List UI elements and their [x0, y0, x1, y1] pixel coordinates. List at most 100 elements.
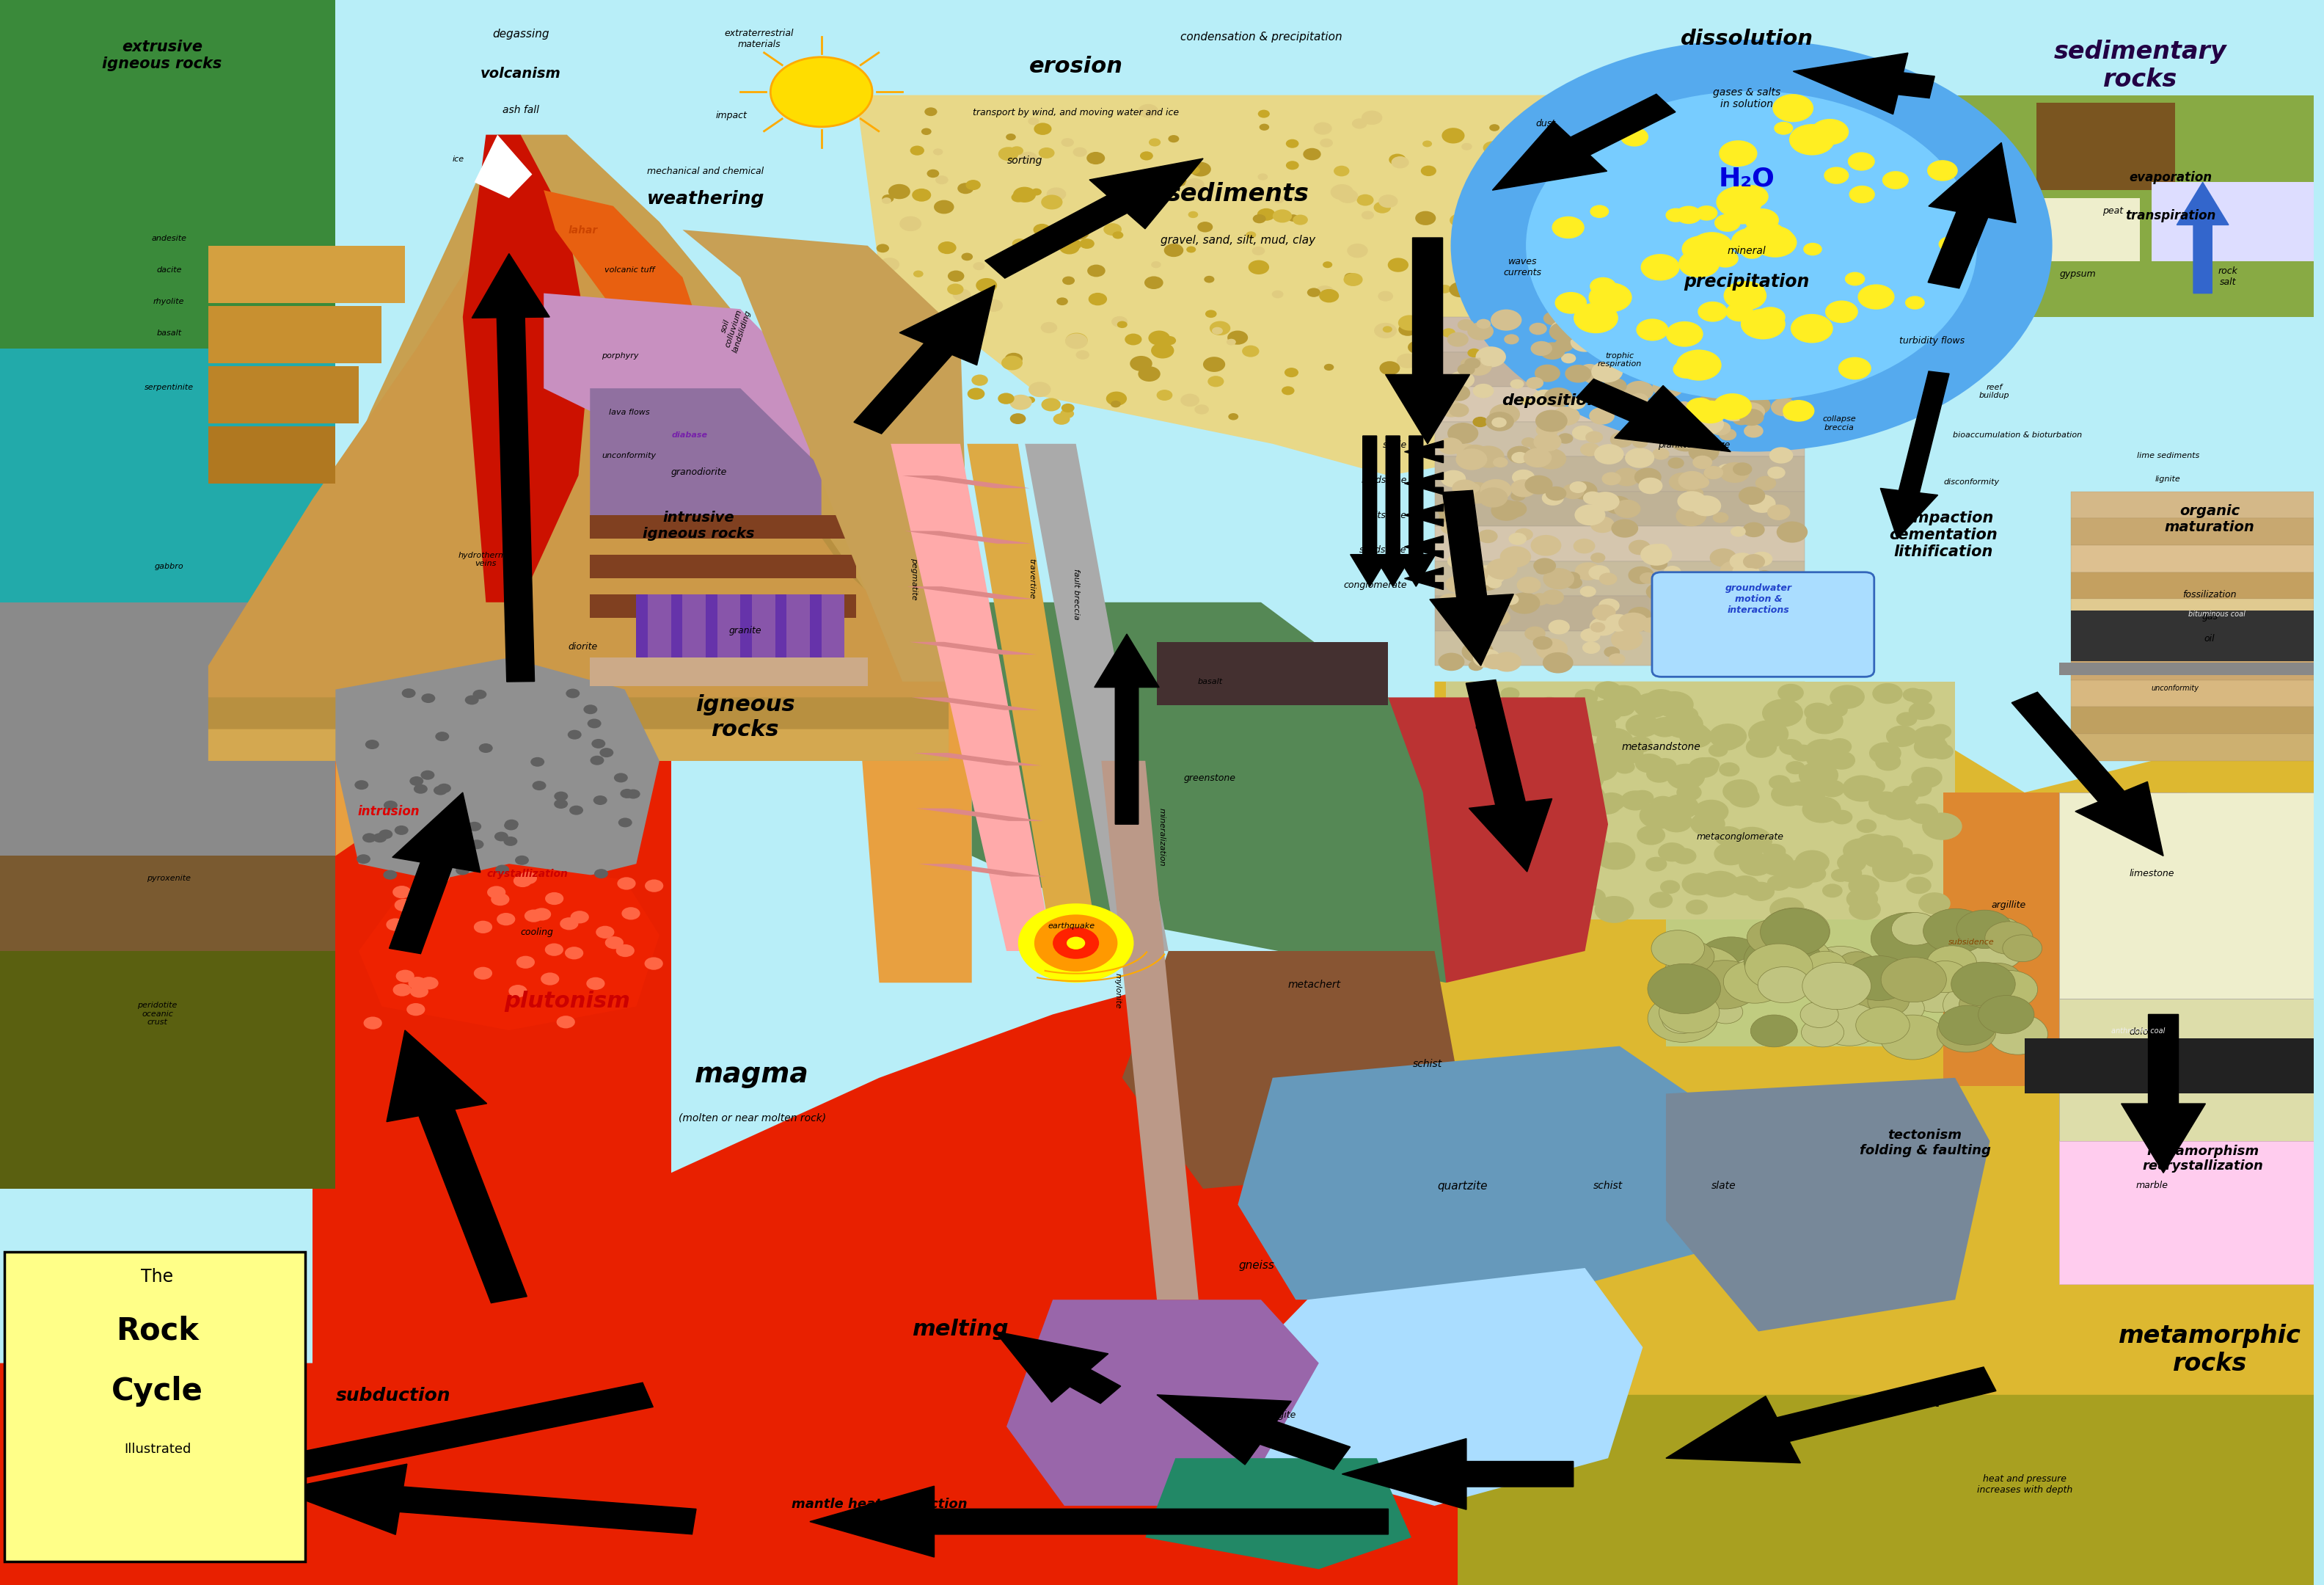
Circle shape — [1778, 954, 1815, 978]
Circle shape — [1013, 187, 1037, 203]
Circle shape — [1773, 94, 1813, 122]
Text: heat and pressure
increases with depth: heat and pressure increases with depth — [1978, 1474, 2073, 1495]
Circle shape — [1604, 377, 1627, 395]
Circle shape — [1713, 355, 1741, 374]
Circle shape — [1492, 417, 1506, 428]
Circle shape — [1692, 601, 1710, 613]
Circle shape — [1057, 298, 1069, 306]
Circle shape — [1776, 521, 1808, 542]
Circle shape — [1580, 628, 1601, 642]
Text: plutonism: plutonism — [504, 991, 630, 1011]
Circle shape — [1011, 146, 1023, 155]
Circle shape — [1680, 434, 1694, 445]
Text: shale: shale — [1383, 441, 1406, 450]
Circle shape — [409, 976, 428, 989]
Circle shape — [1067, 937, 1085, 949]
Circle shape — [458, 848, 472, 857]
Circle shape — [911, 189, 932, 201]
Circle shape — [1583, 642, 1601, 655]
Circle shape — [1181, 393, 1199, 407]
Circle shape — [407, 1003, 425, 1016]
Circle shape — [1764, 583, 1787, 599]
Bar — [2071, 707, 2315, 734]
Circle shape — [1490, 404, 1520, 425]
Circle shape — [948, 271, 964, 282]
Circle shape — [1422, 141, 1432, 147]
Circle shape — [1229, 414, 1239, 420]
Circle shape — [1515, 837, 1555, 864]
Circle shape — [1601, 472, 1622, 485]
Circle shape — [1769, 897, 1803, 921]
Circle shape — [1613, 499, 1641, 518]
Circle shape — [1636, 826, 1666, 845]
Circle shape — [1717, 599, 1736, 613]
Circle shape — [1641, 547, 1662, 561]
Circle shape — [1678, 723, 1710, 743]
Circle shape — [1943, 984, 2003, 1025]
Bar — [2024, 1038, 2315, 1094]
Circle shape — [1838, 951, 1875, 978]
Circle shape — [1738, 487, 1766, 504]
Polygon shape — [809, 594, 820, 658]
Text: dacite: dacite — [156, 266, 181, 274]
Circle shape — [1873, 856, 1910, 883]
Circle shape — [1864, 851, 1887, 867]
Circle shape — [1624, 449, 1655, 468]
Circle shape — [1583, 843, 1601, 856]
Circle shape — [1985, 918, 2020, 941]
Circle shape — [1873, 683, 1903, 704]
Circle shape — [1118, 322, 1127, 328]
Text: ice: ice — [453, 155, 465, 163]
Circle shape — [1752, 228, 1796, 257]
Circle shape — [1253, 214, 1267, 223]
Circle shape — [1676, 206, 1701, 223]
Circle shape — [407, 889, 425, 902]
Circle shape — [1703, 469, 1720, 479]
Circle shape — [1592, 385, 1606, 395]
Circle shape — [1685, 900, 1708, 915]
Text: H₂O: H₂O — [1720, 166, 1776, 192]
Circle shape — [1580, 888, 1606, 905]
Text: sorting: sorting — [1006, 155, 1043, 165]
Circle shape — [1908, 702, 1936, 720]
Text: serpentinite: serpentinite — [144, 384, 193, 391]
Polygon shape — [904, 531, 1032, 544]
Circle shape — [1462, 563, 1487, 579]
Text: magma: magma — [695, 1062, 809, 1089]
Text: degassing: degassing — [493, 29, 548, 40]
Circle shape — [386, 918, 404, 930]
Circle shape — [1378, 292, 1392, 301]
Polygon shape — [590, 555, 855, 579]
Circle shape — [1657, 843, 1685, 862]
Circle shape — [1827, 739, 1852, 754]
Text: anthracite coal: anthracite coal — [2110, 1027, 2166, 1035]
Text: lignite: lignite — [2154, 476, 2180, 483]
Text: extrusive
igneous rocks: extrusive igneous rocks — [102, 40, 221, 71]
Circle shape — [1455, 449, 1487, 471]
Circle shape — [1806, 951, 1845, 980]
Circle shape — [1669, 653, 1694, 669]
Circle shape — [1708, 724, 1748, 750]
Bar — [2152, 182, 2315, 262]
Circle shape — [1281, 387, 1294, 395]
Circle shape — [1085, 217, 1097, 225]
Circle shape — [593, 796, 607, 805]
Circle shape — [432, 870, 451, 883]
Circle shape — [1776, 377, 1806, 398]
Circle shape — [1759, 358, 1776, 369]
Circle shape — [516, 856, 530, 865]
Circle shape — [393, 984, 411, 997]
Circle shape — [1906, 877, 1931, 894]
Circle shape — [1536, 422, 1559, 437]
Circle shape — [1743, 284, 1764, 298]
Text: basalt: basalt — [156, 330, 181, 338]
Polygon shape — [209, 426, 335, 483]
Circle shape — [1399, 315, 1420, 331]
Circle shape — [1599, 599, 1620, 613]
Circle shape — [1260, 124, 1269, 130]
Circle shape — [1562, 483, 1585, 499]
Circle shape — [1803, 243, 1822, 255]
Circle shape — [1806, 745, 1845, 772]
Circle shape — [1659, 582, 1687, 601]
Polygon shape — [1122, 951, 1457, 1189]
